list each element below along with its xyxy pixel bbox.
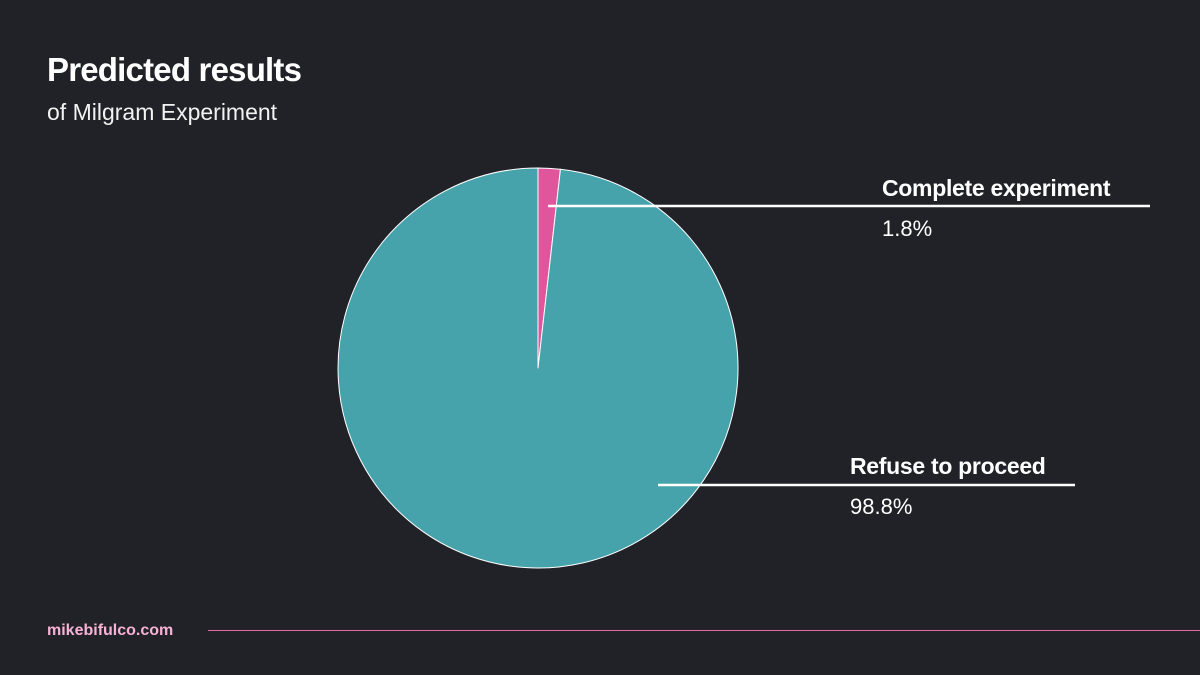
slice-label: Complete experiment [882, 175, 1111, 201]
slice-value-label: 1.8% [882, 216, 932, 241]
slice-value-label: 98.8% [850, 494, 912, 519]
pie-slices [337, 167, 739, 569]
chart-title: Predicted results [47, 51, 302, 88]
footer-divider [208, 630, 1200, 631]
pie-slice-refuse-to-proceed [337, 167, 739, 569]
footer-brand-link[interactable]: mikebifulco.com [47, 622, 174, 639]
slice-label: Refuse to proceed [850, 453, 1046, 479]
pie-annotations: Complete experiment 1.8% Refuse to proceed… [548, 175, 1150, 519]
chart-subtitle: of Milgram Experiment [47, 99, 278, 125]
